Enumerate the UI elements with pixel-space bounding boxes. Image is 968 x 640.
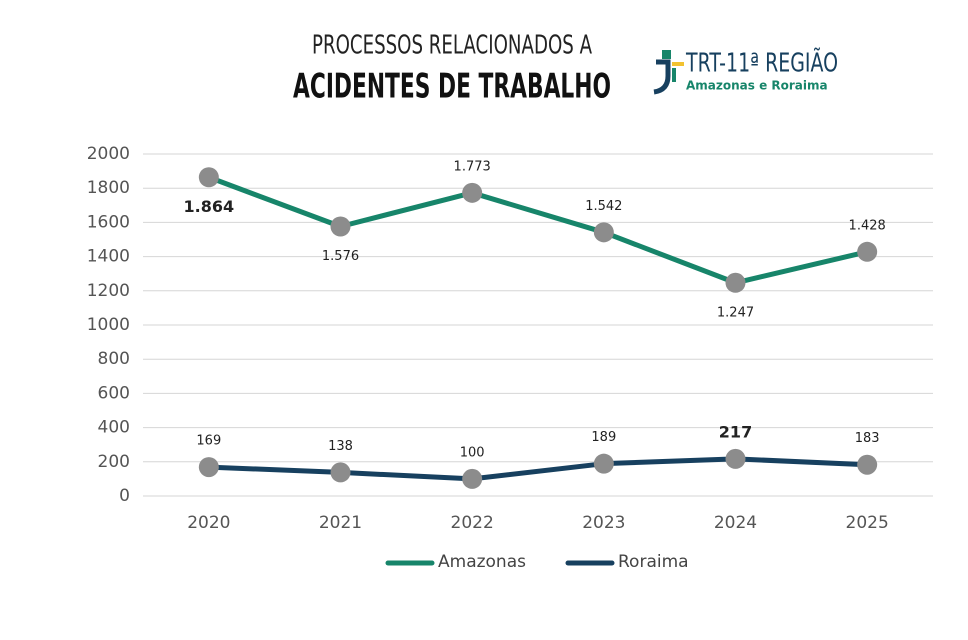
data-label: 169 [196,434,221,449]
legend-label: Roraima [618,552,689,572]
y-tick-label: 200 [98,452,130,472]
data-label: 1.247 [717,305,754,320]
data-point [593,222,614,243]
x-tick-label: 2025 [846,513,889,533]
series-line [208,456,868,482]
y-tick-label: 0 [119,486,130,506]
data-point [198,457,219,478]
y-tick-label: 1600 [87,212,130,232]
data-point [198,167,219,188]
x-tick-label: 2023 [582,513,625,533]
chart-title: ACIDENTES DE TRABALHO [293,67,611,107]
data-point [330,216,351,237]
y-tick-label: 400 [98,418,130,438]
logo-icon [653,50,684,95]
y-tick-label: 800 [98,349,130,369]
y-tick-label: 1800 [87,178,130,198]
data-label: 1.428 [849,218,886,233]
data-label: 217 [719,422,752,441]
data-point [857,454,878,475]
logo-subtitle: Amazonas e Roraima [686,79,828,93]
data-label: 138 [328,439,353,454]
x-tick-label: 2020 [187,513,230,533]
legend-label: Amazonas [438,552,526,572]
data-label: 1.542 [585,199,622,214]
data-label: 1.864 [184,197,235,216]
y-tick-label: 1400 [87,247,130,267]
y-tick-label: 600 [98,383,130,403]
y-tick-label: 1200 [87,281,130,301]
data-point [857,241,878,262]
x-tick-label: 2022 [451,513,494,533]
data-label: 100 [460,445,485,460]
x-tick-label: 2021 [319,513,362,533]
y-tick-label: 1000 [87,315,130,335]
data-label: 189 [591,430,616,445]
data-point [593,453,614,474]
data-point [462,182,483,203]
data-label: 183 [855,431,880,446]
chart-subtitle: PROCESSOS RELACIONADOS A [312,31,592,61]
data-point [462,468,483,489]
data-label: 1.773 [454,159,491,174]
data-point [330,462,351,483]
data-label: 1.576 [322,249,359,264]
y-tick-label: 2000 [87,144,130,164]
data-point [725,448,746,469]
series-line [207,174,868,286]
data-point [725,272,746,293]
logo-name: TRT-11ª REGIÃO [685,47,838,79]
x-tick-label: 2024 [714,513,757,533]
